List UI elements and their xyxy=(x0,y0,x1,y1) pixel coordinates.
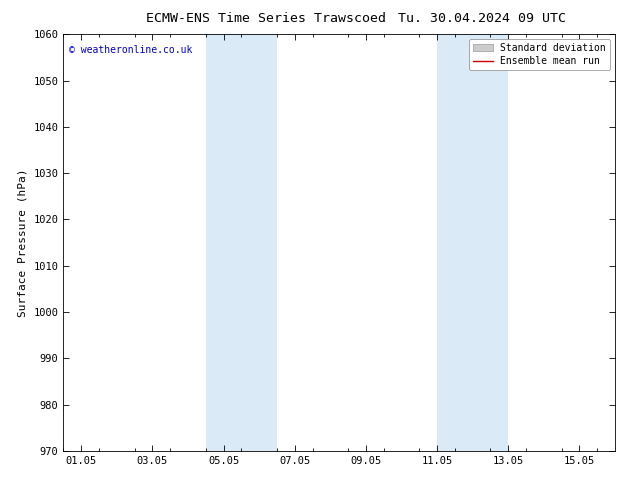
Bar xyxy=(206,34,277,451)
Text: Tu. 30.04.2024 09 UTC: Tu. 30.04.2024 09 UTC xyxy=(398,12,566,25)
Legend: Standard deviation, Ensemble mean run: Standard deviation, Ensemble mean run xyxy=(469,39,610,70)
Bar xyxy=(437,34,508,451)
Y-axis label: Surface Pressure (hPa): Surface Pressure (hPa) xyxy=(18,168,28,317)
Text: © weatheronline.co.uk: © weatheronline.co.uk xyxy=(69,45,192,55)
Text: ECMW-ENS Time Series Trawscoed: ECMW-ENS Time Series Trawscoed xyxy=(146,12,386,25)
